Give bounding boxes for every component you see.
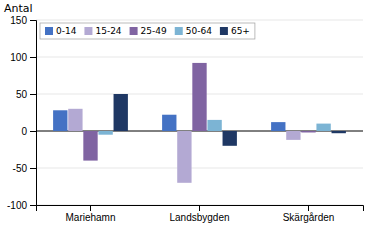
- tick-mark: [30, 131, 36, 132]
- tick: 150: [10, 15, 36, 26]
- legend-label: 65+: [231, 26, 250, 36]
- tick-label: 50: [16, 89, 28, 100]
- bar-series: [68, 109, 300, 183]
- bar: [98, 131, 112, 135]
- tick-label: 150: [10, 15, 27, 26]
- tick-mark: [30, 168, 36, 169]
- grid-line: [36, 168, 363, 169]
- grid: [36, 20, 363, 205]
- tick-mark: [30, 205, 36, 206]
- legend-swatch: [220, 27, 228, 35]
- bar: [271, 122, 285, 131]
- grid-line: [36, 20, 363, 21]
- axis-line: [30, 21, 37, 206]
- bar-series: [53, 110, 285, 131]
- bar: [192, 63, 206, 131]
- tick-mark: [30, 57, 36, 58]
- tick-mark: [30, 20, 36, 21]
- legend-label: 50-64: [186, 26, 212, 36]
- bar: [223, 131, 237, 146]
- tick-label: Landsbygden: [169, 212, 229, 223]
- bars: [53, 63, 346, 183]
- bar: [177, 131, 191, 183]
- tick: 0: [21, 126, 36, 137]
- bar: [301, 131, 315, 132]
- tick-label: Mariehamn: [65, 212, 115, 223]
- bar: [316, 124, 330, 131]
- legend-swatch: [45, 27, 53, 35]
- y-axis-label: Antal: [4, 2, 33, 15]
- legend: 0-14 15-24 25-49 50-64 65+: [40, 23, 255, 39]
- tick-label: -50: [13, 163, 28, 174]
- bar: [53, 110, 67, 131]
- bar: [332, 131, 346, 133]
- tick-mark: [30, 94, 36, 95]
- bar: [162, 115, 176, 131]
- tick-mark: [308, 205, 309, 211]
- bar-series: [114, 94, 346, 146]
- tick: Skärgården: [283, 205, 335, 223]
- legend-swatch: [84, 27, 92, 35]
- tick-mark: [199, 205, 200, 211]
- tick-label: 0: [21, 126, 27, 137]
- tick: -50: [13, 163, 36, 174]
- tick-mark: [90, 205, 91, 211]
- tick-label: 100: [10, 52, 27, 63]
- tick-label: Skärgården: [283, 212, 335, 223]
- bar-series: [83, 63, 315, 161]
- tick: -100: [7, 200, 36, 211]
- axis-line: [37, 206, 364, 212]
- tick: Mariehamn: [65, 205, 115, 223]
- chart: -100 -50 0 50 100 150 Mariehamn Landsbygden Skär…: [0, 0, 373, 227]
- grid-line: [36, 57, 363, 58]
- legend-label: 0-14: [56, 26, 77, 36]
- legend-swatch: [175, 27, 183, 35]
- legend-label: 25-49: [141, 26, 167, 36]
- y-axis: -100 -50 0 50 100 150: [7, 15, 37, 211]
- bar-series: [98, 120, 330, 135]
- tick: 50: [16, 89, 36, 100]
- legend-box: [40, 23, 255, 39]
- plot-area: -100 -50 0 50 100 150 Mariehamn Landsbygden Skär…: [7, 15, 364, 223]
- legend-label: 15-24: [95, 26, 121, 36]
- x-axis: Mariehamn Landsbygden Skärgården: [37, 205, 364, 223]
- bar: [68, 109, 82, 131]
- bar: [286, 131, 300, 140]
- bar: [114, 94, 128, 131]
- tick: 100: [10, 52, 36, 63]
- tick: Landsbygden: [169, 205, 229, 223]
- legend-swatch: [130, 27, 138, 35]
- tick-label: -100: [7, 200, 27, 211]
- bar: [83, 131, 97, 161]
- bar: [207, 120, 221, 131]
